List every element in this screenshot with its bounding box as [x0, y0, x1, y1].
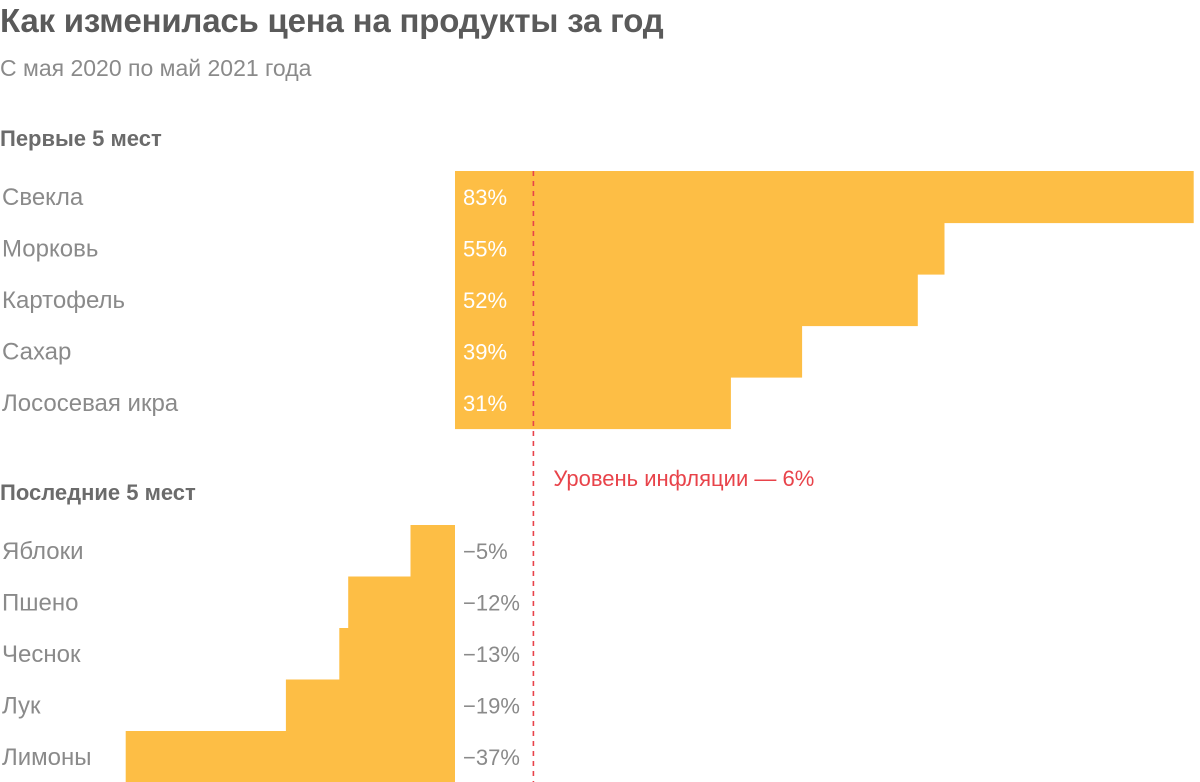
bar: [455, 377, 731, 430]
bar: [455, 274, 918, 327]
category-label: Лук: [2, 692, 41, 719]
category-label: Пшено: [2, 589, 78, 616]
section-heading-bottom: Последние 5 мест: [0, 480, 196, 505]
chart-subtitle: С мая 2020 по май 2021 года: [0, 55, 312, 81]
section-heading-top: Первые 5 мест: [0, 126, 162, 151]
value-label: 52%: [463, 288, 507, 313]
value-label: 31%: [463, 391, 507, 416]
bar: [339, 628, 455, 681]
category-label: Яблоки: [2, 538, 84, 565]
bar: [348, 576, 455, 629]
chart-title: Как изменилась цена на продукты за год: [0, 2, 664, 39]
category-label: Свекла: [2, 184, 84, 211]
bar: [285, 679, 455, 732]
bar: [455, 171, 1194, 224]
bar: [125, 731, 455, 782]
bar: [410, 525, 455, 578]
value-label: −13%: [463, 642, 520, 667]
bar: [455, 325, 803, 378]
value-label: 39%: [463, 339, 507, 364]
bar: [455, 222, 945, 275]
category-label: Картофель: [2, 287, 125, 314]
category-label: Сахар: [2, 338, 71, 365]
category-label: Лимоны: [2, 744, 92, 771]
value-label: −5%: [463, 539, 508, 564]
value-label: −19%: [463, 693, 520, 718]
value-label: 83%: [463, 185, 507, 210]
value-label: −12%: [463, 590, 520, 615]
value-label: 55%: [463, 236, 507, 261]
category-label: Лососевая икра: [2, 390, 179, 417]
category-label: Морковь: [2, 235, 98, 262]
inflation-reference-label: Уровень инфляции — 6%: [553, 466, 814, 491]
category-label: Чеснок: [2, 641, 81, 668]
value-label: −37%: [463, 745, 520, 770]
